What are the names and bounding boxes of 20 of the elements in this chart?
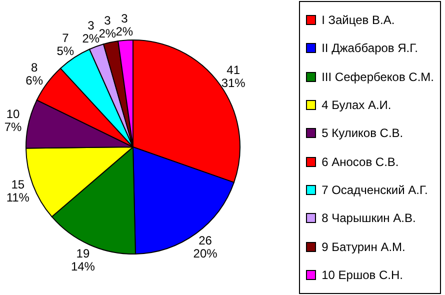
data-label: 10 7% [4,107,22,134]
legend-label: 5 Куликов С.В. [322,126,404,140]
data-label: 3 2% [98,14,116,41]
data-label: 3 2% [82,18,100,46]
data-label: 15 11% [6,177,30,204]
data-label: 41 31% [221,62,246,90]
legend-label: III Сефербеков С.М. [322,70,434,84]
legend-label: 9 Батурин А.М. [322,240,406,254]
legend-label: 10 Ершов С.Н. [322,268,403,282]
data-label: 26 20% [193,234,218,261]
legend-label: 4 Булах А.И. [322,98,392,112]
data-label: 7 5% [56,31,74,58]
data-label: 8 6% [26,60,44,88]
legend-label: 6 Аносов С.В. [322,154,399,169]
legend-label: II Джаббаров Я.Г. [322,41,418,56]
legend-label: 8 Чарышкин А.В. [322,211,416,226]
legend-label: 7 Осадченский А.Г. [322,183,428,198]
data-label: 19 14% [70,246,96,274]
legend-label: I Зайцев В.А. [322,12,395,27]
data-label: 3 2% [116,11,134,38]
